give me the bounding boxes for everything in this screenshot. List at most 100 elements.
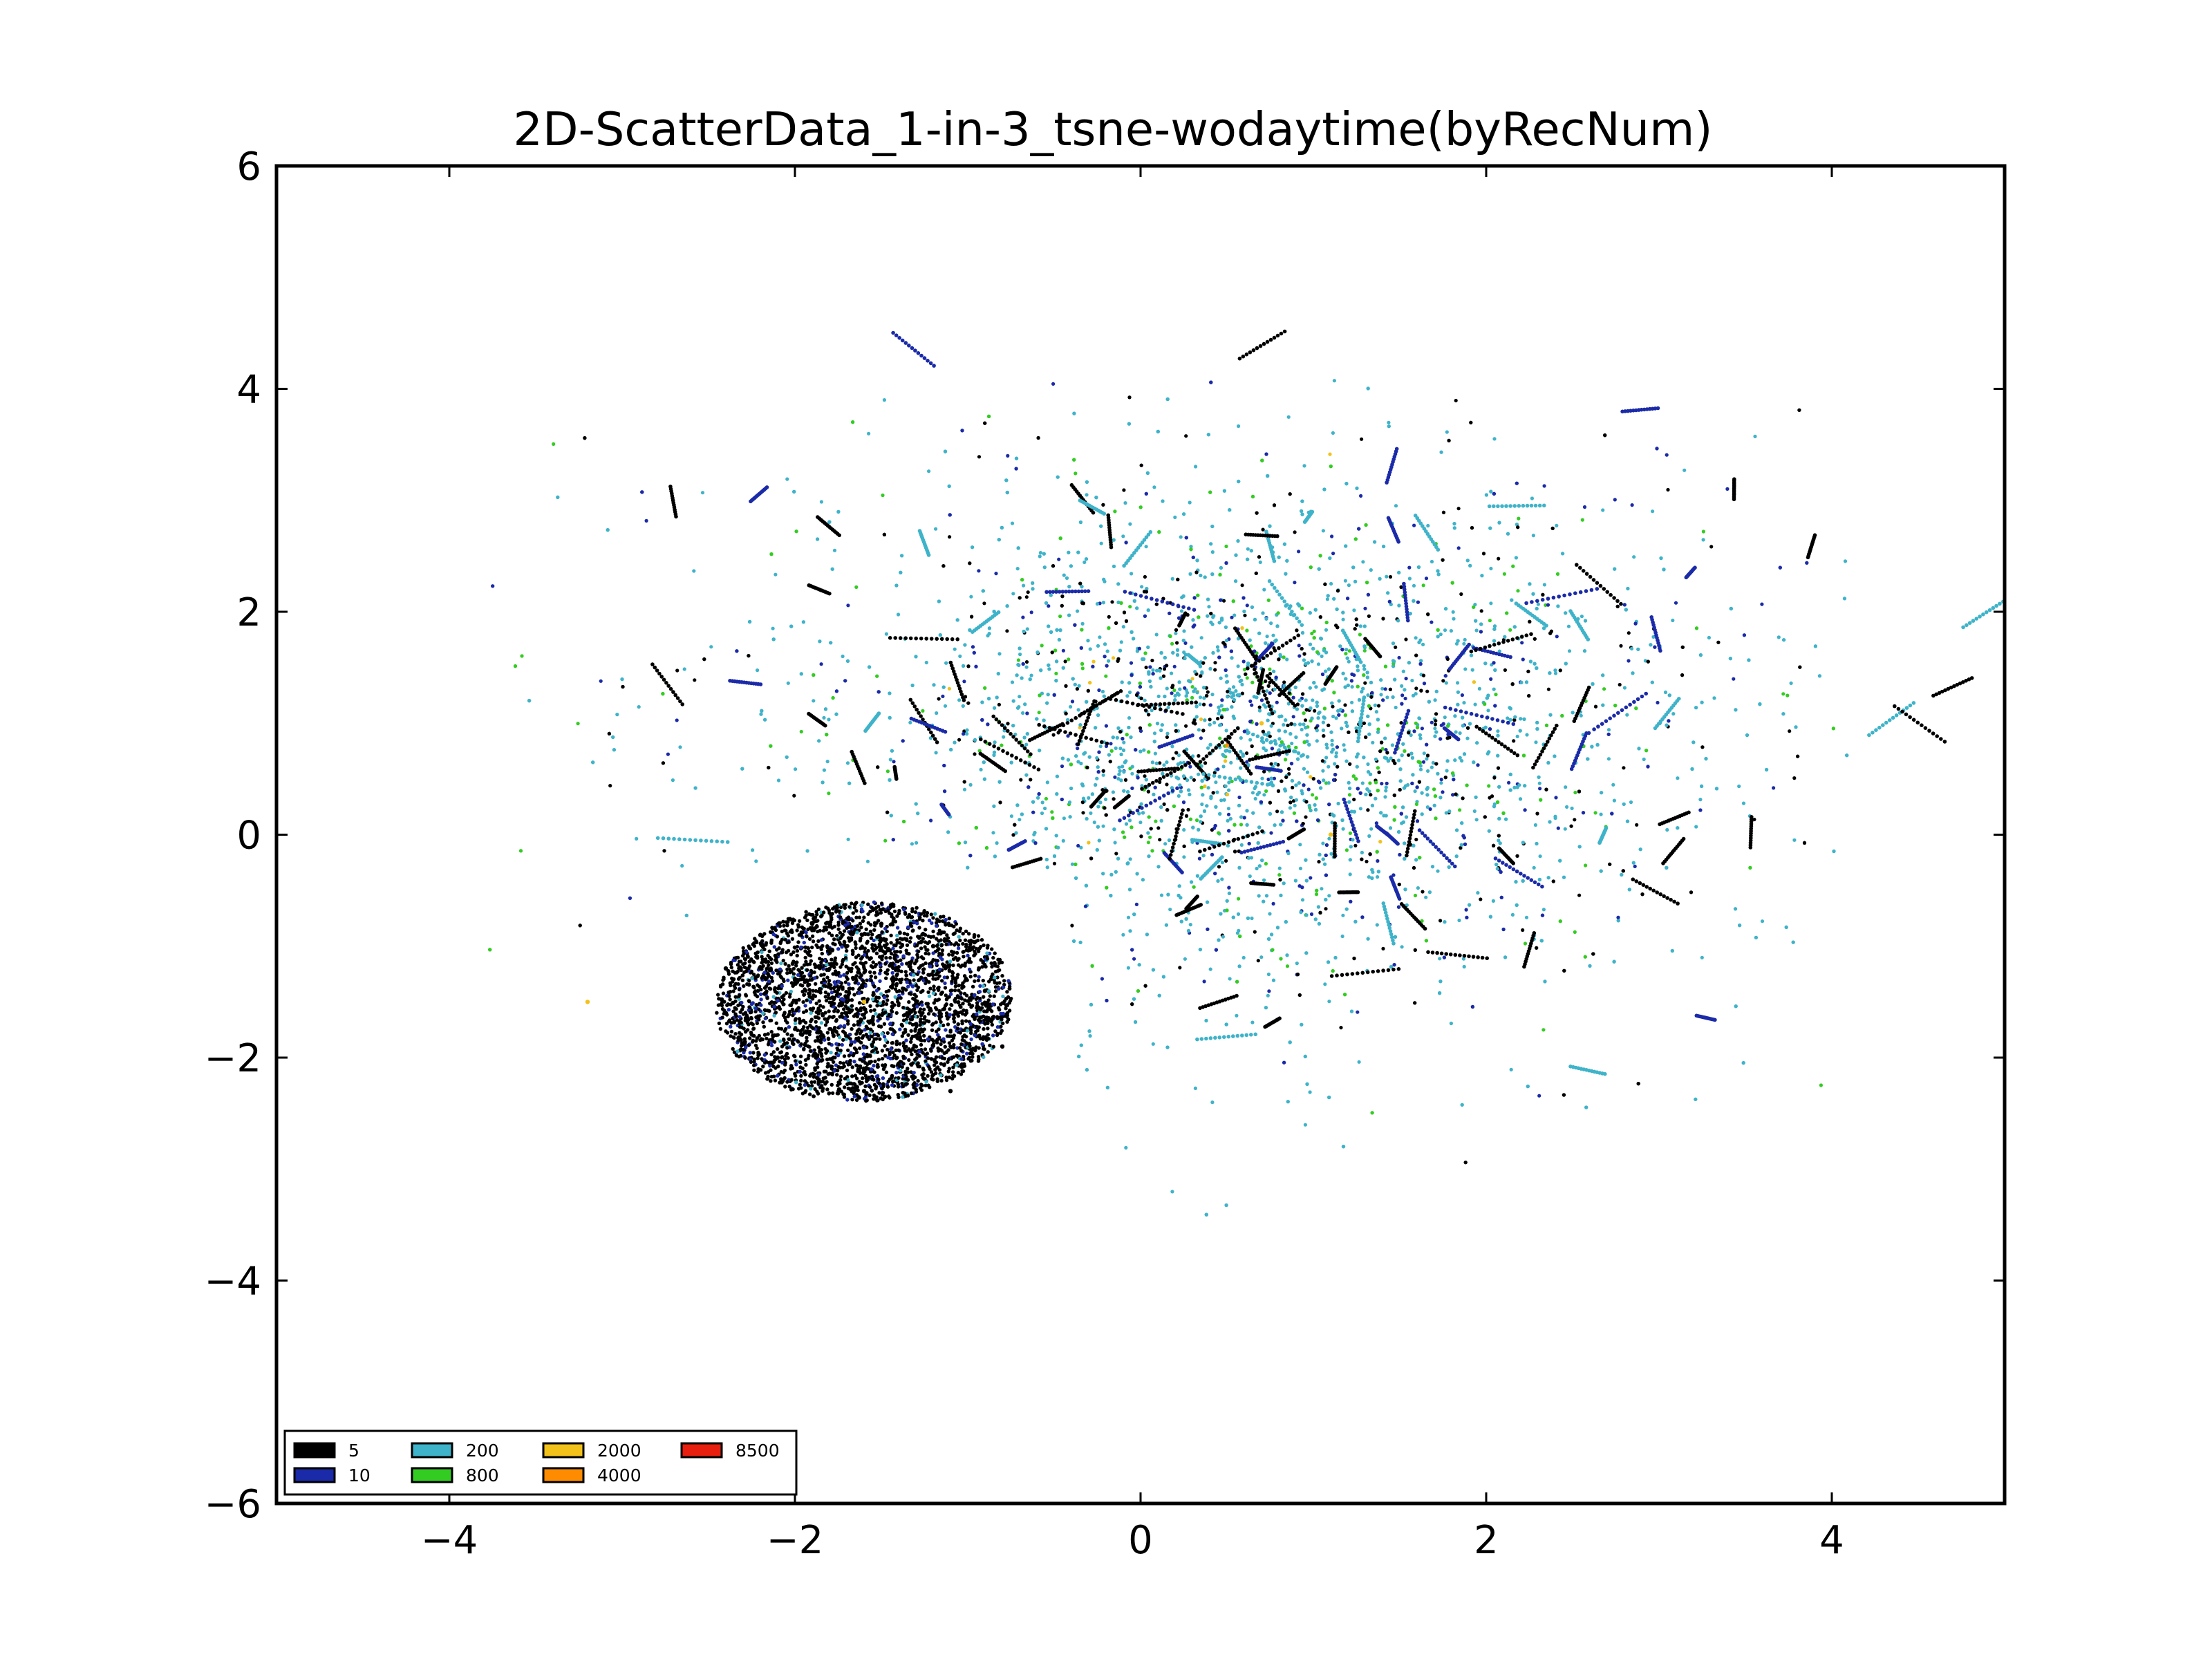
data-point	[1050, 810, 1054, 814]
data-point	[1062, 816, 1066, 821]
data-point	[1307, 742, 1311, 747]
data-point	[1424, 939, 1428, 943]
data-point	[1269, 621, 1273, 626]
data-point	[1400, 753, 1404, 758]
data-point	[520, 654, 524, 658]
data-point	[1433, 727, 1437, 731]
data-point	[1304, 815, 1308, 819]
data-point	[1358, 624, 1362, 628]
data-point	[1225, 908, 1229, 912]
data-point	[518, 849, 523, 853]
data-point	[1210, 1100, 1215, 1105]
data-point	[1019, 778, 1023, 782]
data-point	[1206, 690, 1210, 694]
data-point	[1625, 819, 1630, 823]
data-point	[1497, 838, 1501, 843]
data-point	[1224, 638, 1229, 643]
data-point	[1560, 713, 1564, 718]
data-point	[1293, 581, 1297, 585]
data-point	[1495, 867, 1499, 871]
data-point	[1412, 583, 1416, 588]
data-point	[1396, 758, 1401, 762]
data-point	[817, 739, 821, 743]
data-point	[1246, 916, 1250, 920]
data-point	[829, 641, 833, 645]
data-point	[1319, 637, 1323, 641]
data-point	[1206, 927, 1210, 931]
data-point	[1491, 899, 1495, 903]
data-point	[1273, 687, 1277, 691]
data-point	[1503, 668, 1507, 673]
data-point	[1551, 879, 1555, 883]
data-point	[1194, 715, 1199, 719]
data-point	[1348, 872, 1352, 877]
data-point	[1414, 721, 1418, 725]
data-point	[1057, 637, 1061, 642]
data-point	[900, 554, 904, 558]
data-point	[1476, 763, 1480, 767]
data-point	[1381, 901, 1386, 906]
data-point	[1154, 819, 1158, 823]
data-point	[692, 569, 696, 573]
data-point	[1217, 865, 1221, 869]
data-point	[1264, 861, 1268, 866]
data-point	[1159, 676, 1163, 680]
data-point	[1218, 812, 1222, 816]
data-point	[1378, 749, 1382, 753]
data-point	[1601, 703, 1605, 707]
data-point	[1288, 800, 1293, 805]
data-point	[1065, 576, 1069, 580]
data-point	[1302, 783, 1306, 787]
data-point	[1101, 769, 1105, 773]
data-point	[1101, 872, 1105, 876]
data-point	[1533, 662, 1537, 666]
data-point	[1141, 811, 1145, 815]
data-point	[1038, 693, 1042, 697]
data-point	[1103, 655, 1107, 659]
data-point	[1295, 962, 1299, 966]
data-point	[1374, 796, 1378, 800]
data-point	[995, 695, 999, 700]
data-point	[969, 594, 973, 599]
data-point	[1249, 856, 1254, 860]
data-point	[527, 699, 532, 703]
data-point	[1523, 941, 1528, 946]
data-point	[1845, 753, 1849, 758]
data-point	[1277, 715, 1282, 719]
data-point	[1035, 650, 1040, 655]
data-point	[1375, 850, 1379, 854]
data-point	[1275, 700, 1279, 704]
data-point	[1634, 706, 1638, 711]
data-point	[1022, 629, 1026, 634]
data-point	[1393, 805, 1397, 809]
data-point	[1470, 526, 1474, 530]
data-point	[1206, 597, 1210, 601]
data-point	[935, 711, 939, 715]
data-point	[1069, 786, 1074, 791]
data-point	[1316, 818, 1320, 823]
data-point	[1122, 610, 1127, 615]
data-point	[1413, 893, 1418, 898]
data-point	[1843, 559, 1848, 563]
data-point	[1302, 711, 1306, 715]
data-point	[1447, 809, 1452, 814]
data-point	[1444, 811, 1448, 815]
data-point	[1462, 836, 1466, 840]
data-point	[1237, 795, 1241, 800]
data-point	[1121, 765, 1125, 769]
data-point	[987, 632, 991, 636]
data-point	[1610, 812, 1614, 816]
data-point	[1210, 852, 1215, 856]
data-point	[1119, 778, 1123, 782]
data-point	[1121, 748, 1126, 752]
data-point	[1463, 637, 1467, 642]
data-point	[1433, 734, 1437, 738]
data-point	[1206, 614, 1210, 618]
data-point	[1458, 808, 1462, 812]
data-point	[1246, 856, 1251, 860]
data-point	[1242, 729, 1246, 733]
data-point	[1309, 912, 1314, 917]
data-point	[1138, 749, 1143, 753]
data-point	[1510, 912, 1515, 917]
data-point	[1137, 963, 1141, 967]
